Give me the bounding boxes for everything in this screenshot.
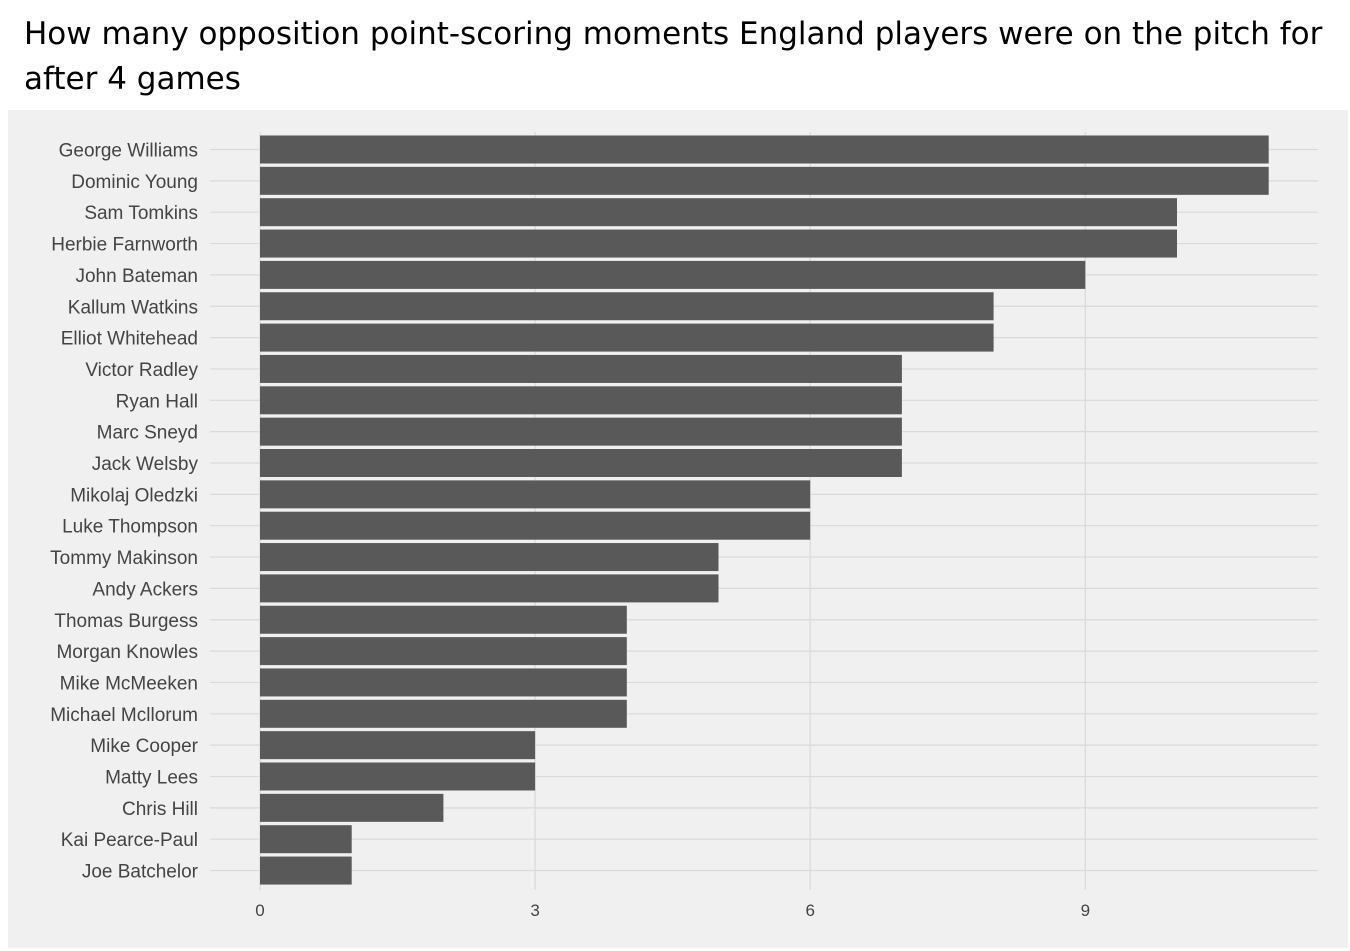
bar — [260, 699, 627, 728]
category-label: Ryan Hall — [116, 391, 198, 412]
bar — [260, 135, 1269, 164]
category-label: Elliot Whitehead — [61, 329, 198, 350]
bar — [260, 825, 352, 854]
category-label: Mike McMeeken — [60, 673, 198, 694]
bar — [260, 260, 1086, 289]
category-label: Michael Mcllorum — [50, 705, 198, 726]
category-label: Kallum Watkins — [68, 297, 198, 318]
bar — [260, 354, 902, 383]
category-label: George Williams — [59, 141, 198, 162]
x-tick-label: 3 — [530, 901, 539, 920]
bar — [260, 793, 444, 822]
category-label: Mikolaj Oledzki — [70, 485, 198, 506]
category-label: Marc Sneyd — [97, 423, 198, 444]
category-label: Morgan Knowles — [56, 642, 198, 663]
bar-chart: George Williams Dominic Young Sam Tomkins H… — [50, 132, 1318, 920]
bar — [260, 511, 811, 540]
bar — [260, 449, 902, 477]
bar — [260, 229, 1177, 258]
category-label: John Bateman — [75, 266, 198, 287]
bar — [260, 480, 811, 509]
bar — [260, 731, 536, 760]
bar — [260, 292, 994, 321]
category-label: Luke Thompson — [62, 517, 198, 538]
bar — [260, 417, 902, 446]
category-label: Mike Cooper — [90, 736, 198, 757]
bar — [260, 668, 627, 697]
bar — [260, 574, 719, 603]
bar — [260, 762, 536, 791]
category-label: Dominic Young — [71, 172, 198, 193]
category-label: Joe Batchelor — [82, 862, 199, 883]
category-label: Victor Radley — [85, 360, 198, 381]
bar — [260, 605, 627, 634]
bar — [260, 637, 627, 666]
category-label: Herbie Farnworth — [51, 235, 198, 256]
category-label: Tommy Makinson — [50, 548, 198, 569]
bar — [260, 386, 902, 415]
category-label: Sam Tomkins — [84, 203, 198, 224]
category-label: Andy Ackers — [92, 579, 198, 600]
bar — [260, 166, 1269, 195]
bar — [260, 543, 719, 572]
bar — [260, 856, 352, 885]
bars — [260, 135, 1269, 885]
chart-title: How many opposition point-scoring moment… — [24, 16, 1323, 97]
category-label: Chris Hill — [122, 799, 198, 820]
category-label: Jack Welsby — [92, 454, 199, 475]
category-label: Matty Lees — [105, 768, 198, 789]
category-labels: George Williams Dominic Young Sam Tomkins H… — [50, 141, 198, 883]
x-tick-label: 9 — [1081, 901, 1090, 920]
bar — [260, 198, 1177, 227]
category-label: Thomas Burgess — [54, 611, 198, 632]
x-axis-tick-labels: 0 3 6 9 — [255, 901, 1090, 920]
x-tick-label: 6 — [805, 901, 814, 920]
category-label: Kai Pearce-Paul — [61, 830, 198, 851]
x-tick-label: 0 — [255, 901, 264, 920]
bar — [260, 323, 994, 352]
plot-panel: George Williams Dominic Young Sam Tomkins H… — [8, 110, 1348, 948]
